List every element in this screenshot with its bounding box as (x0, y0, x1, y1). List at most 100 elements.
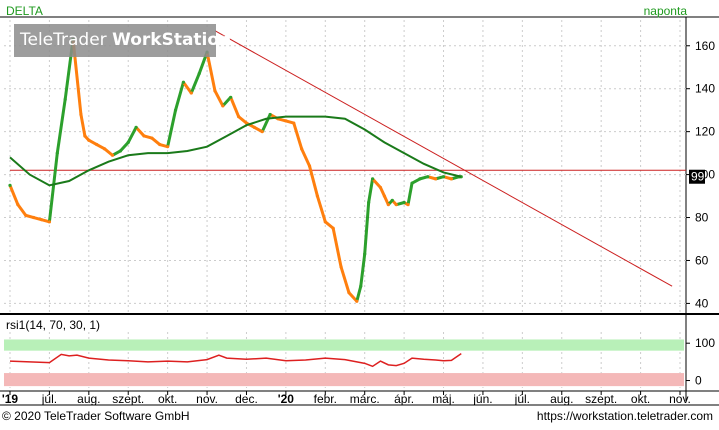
price-point (102, 147, 107, 151)
price-segment (363, 202, 371, 255)
time-tick-label: okt. (158, 392, 177, 406)
price-tick-label: 40 (695, 296, 709, 310)
price-point (386, 203, 390, 207)
price-point (39, 218, 44, 222)
price-segment (324, 220, 335, 230)
price-segment (359, 253, 367, 287)
rsi-tick-label: 100 (695, 336, 715, 350)
moving-average-line (9, 115, 462, 187)
price-point (394, 203, 398, 207)
price-segment (166, 109, 177, 147)
price-point (189, 91, 193, 95)
price-point (434, 177, 438, 181)
price-segment (213, 90, 225, 107)
price-point (300, 147, 304, 151)
price-point (359, 284, 363, 288)
price-segment (47, 152, 59, 222)
rsi-overbought-zone (4, 339, 684, 351)
rsi-panel-label: rsi1(14, 70, 30, 1) (6, 318, 101, 332)
header-bar (0, 0, 719, 16)
watermark-background (14, 24, 216, 57)
price-segment (126, 126, 138, 144)
price-point (47, 220, 52, 224)
time-tick-label: dec. (235, 392, 258, 406)
price-point (166, 145, 170, 149)
price-segment (150, 136, 161, 146)
price-segment (103, 147, 114, 157)
price-point (402, 200, 406, 205)
last-value-label: 99 (691, 170, 705, 184)
time-tick-label: nov. (669, 392, 691, 406)
price-segment (355, 285, 363, 302)
price-segment (79, 114, 87, 137)
price-segment (221, 96, 232, 107)
price-point (410, 181, 414, 185)
price-point (331, 226, 335, 230)
price-point (252, 125, 256, 129)
price-point (284, 119, 288, 123)
rsi-line (9, 353, 462, 368)
price-segment (205, 51, 217, 92)
time-tick-label: nov. (196, 392, 218, 406)
price-point (110, 153, 115, 157)
price-segment (229, 96, 240, 118)
price-segment (347, 291, 358, 303)
price-point (8, 183, 12, 187)
time-tick-label: jún. (472, 392, 492, 406)
rsi-oversold-zone (4, 373, 684, 387)
price-segment (331, 227, 343, 268)
watermark-logo: TeleTrader WorkStation (20, 30, 231, 50)
price-point (367, 200, 371, 205)
price-point (355, 299, 359, 303)
price-tick-label: 120 (695, 125, 715, 139)
time-tick-label: máj. (432, 392, 455, 406)
price-point (363, 252, 367, 256)
price-segment (182, 81, 193, 94)
last-value-badge (689, 169, 705, 184)
price-tick-label: 60 (695, 253, 709, 267)
price-point (441, 175, 446, 179)
price-point (339, 265, 343, 269)
price-segment (300, 148, 311, 167)
price-point (292, 121, 296, 125)
time-tick-label: aug. (77, 392, 100, 406)
price-segment (292, 122, 304, 150)
price-segment (308, 165, 319, 197)
price-segment (8, 184, 20, 206)
price-point (126, 140, 130, 144)
price-segment (260, 113, 272, 133)
trend-line (214, 30, 673, 287)
watermark-brand-bold: WorkStation (112, 30, 232, 50)
price-segment (135, 126, 146, 137)
source-url: https://workstation.teletrader.com (536, 409, 713, 423)
time-tick-label: '20 (278, 392, 295, 406)
time-tick-label: júl. (514, 392, 530, 406)
price-point (244, 121, 249, 125)
time-tick-label: febr. (314, 392, 337, 406)
rsi-tick-label: 0 (695, 374, 702, 388)
price-point (158, 142, 162, 147)
price-point (268, 112, 272, 117)
copyright-text: © 2020 TeleTrader Software GmbH (2, 409, 190, 423)
price-point (426, 175, 430, 179)
time-tick-label: aug. (550, 392, 573, 406)
price-point (16, 203, 20, 207)
price-tick-label: 80 (695, 211, 709, 225)
price-segment (119, 141, 130, 152)
price-segment (174, 81, 185, 111)
price-point (378, 185, 383, 190)
price-point (173, 108, 178, 112)
price-point (150, 136, 154, 140)
price-point (63, 97, 67, 102)
price-point (213, 89, 217, 93)
time-tick-label: szept. (112, 392, 144, 406)
price-point (221, 104, 225, 108)
price-point (181, 80, 186, 84)
price-tick-label: 140 (695, 82, 715, 96)
price-point (370, 177, 375, 181)
price-point (406, 203, 410, 207)
price-point (260, 130, 264, 134)
price-segment (16, 203, 27, 217)
